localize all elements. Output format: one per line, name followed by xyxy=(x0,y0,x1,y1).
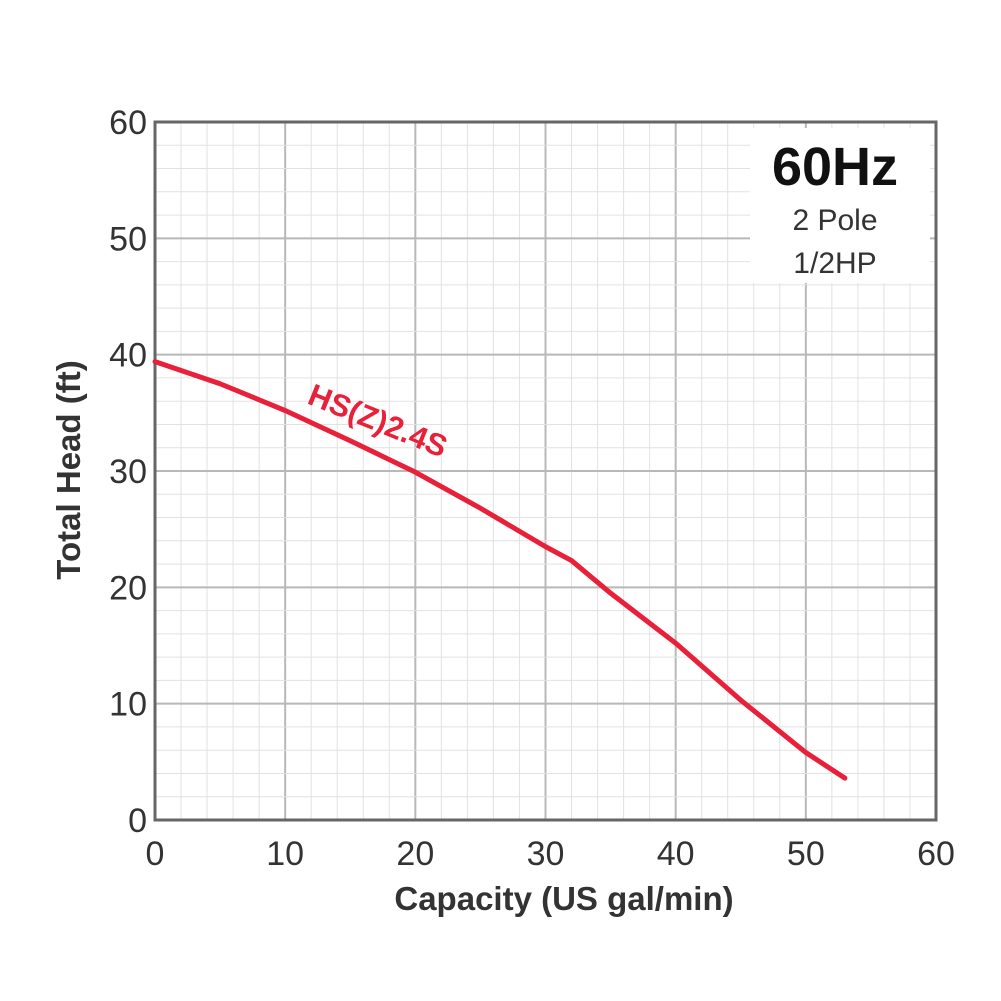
y-tick-label: 60 xyxy=(109,104,147,142)
x-tick-label: 50 xyxy=(787,835,825,873)
x-tick-labels: 0 10 20 30 40 50 60 xyxy=(146,835,955,873)
series-label: HS(Z)2.4S xyxy=(303,377,452,464)
series-line-hs-z-2-4s xyxy=(152,359,848,781)
x-tick-label: 0 xyxy=(146,835,165,873)
x-tick-label: 10 xyxy=(266,835,304,873)
grid-lines xyxy=(154,121,937,821)
x-tick-label: 60 xyxy=(917,835,955,873)
y-tick-label: 10 xyxy=(109,686,147,724)
plot-frame xyxy=(153,120,938,822)
legend-frequency: 60Hz xyxy=(772,137,898,197)
y-tick-label: 30 xyxy=(109,453,147,491)
legend-poles: 2 Pole xyxy=(792,204,877,237)
x-tick-label: 20 xyxy=(396,835,434,873)
x-tick-label: 30 xyxy=(527,835,565,873)
y-axis-title: Total Head (ft) xyxy=(50,360,87,579)
x-axis-title: Capacity (US gal/min) xyxy=(394,880,733,917)
y-tick-label: 20 xyxy=(109,569,147,607)
x-tick-label: 40 xyxy=(657,835,695,873)
legend-box xyxy=(750,128,930,283)
y-tick-label: 0 xyxy=(128,802,147,840)
y-tick-label: 40 xyxy=(109,337,147,375)
legend-power: 1/2HP xyxy=(793,247,876,280)
y-tick-labels: 0 10 20 30 40 50 60 xyxy=(109,104,147,840)
y-tick-label: 50 xyxy=(109,220,147,258)
